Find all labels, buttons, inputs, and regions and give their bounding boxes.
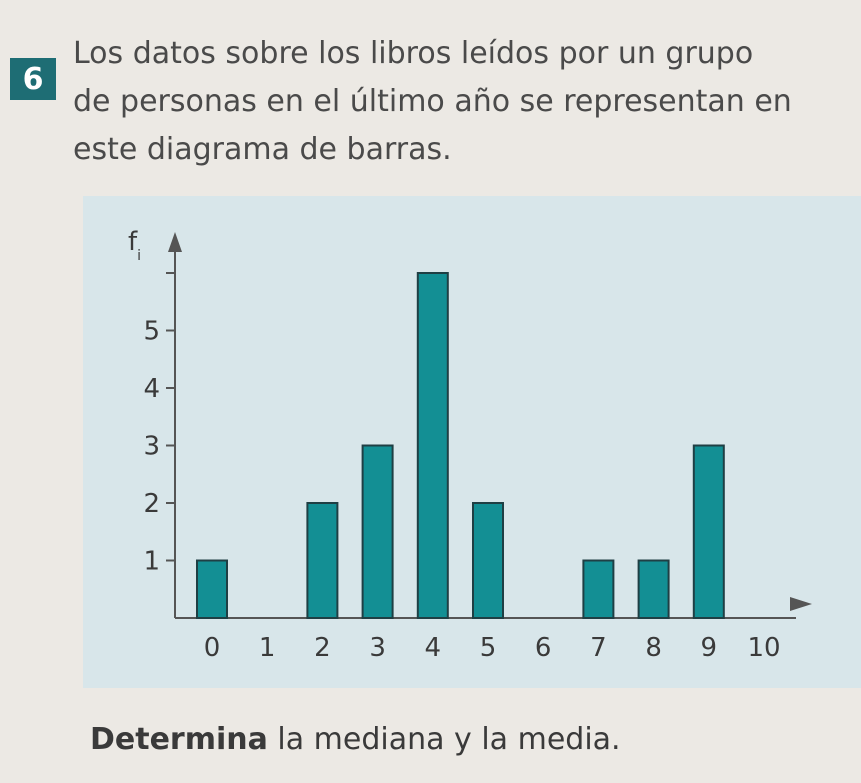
x-tick-label: 9 [701, 633, 718, 663]
y-tick-label: 3 [143, 432, 160, 462]
exercise-prompt: Los datos sobre los libros leídos por un… [73, 36, 792, 167]
x-tick-label: 10 [747, 633, 780, 663]
y-tick-label: 2 [143, 489, 160, 519]
x-tick-label: 8 [645, 633, 662, 663]
x-tick-label: 3 [369, 633, 386, 663]
y-axis-label-subscript: i [137, 248, 141, 264]
bar-5 [472, 502, 504, 619]
x-tick-label: 5 [480, 633, 497, 663]
y-tick-labels: 1 2 3 4 5 [143, 317, 160, 577]
y-tick-label: 1 [143, 547, 160, 577]
bar-0 [196, 559, 228, 619]
x-tick-label: 6 [535, 633, 552, 663]
x-tick-label: 7 [590, 633, 607, 663]
x-tick-labels: 0 1 2 3 4 5 6 7 8 9 10 [204, 633, 781, 663]
chart-bars [196, 272, 725, 619]
x-axis-arrow [790, 597, 812, 611]
instruction-bold: Determina [90, 722, 268, 757]
y-tick-label: 5 [143, 317, 160, 347]
bar-9 [692, 444, 725, 619]
instruction-rest: la mediana y la media. [267, 722, 621, 757]
instruction-text: Determina la mediana y la media. [90, 722, 621, 757]
y-axis-arrow [168, 232, 182, 252]
y-tick-label: 4 [143, 374, 160, 404]
x-tick-label: 1 [259, 633, 276, 663]
x-tick-label: 4 [425, 633, 442, 663]
exercise-number-badge: 6 [10, 58, 56, 100]
bar-8 [637, 559, 670, 619]
y-axis-label: fi [128, 227, 141, 264]
bar-2 [306, 502, 339, 619]
x-tick-label: 0 [204, 633, 221, 663]
bar-7 [582, 559, 615, 619]
bar-4 [416, 272, 449, 619]
x-tick-label: 2 [314, 633, 331, 663]
bar-3 [361, 444, 394, 619]
